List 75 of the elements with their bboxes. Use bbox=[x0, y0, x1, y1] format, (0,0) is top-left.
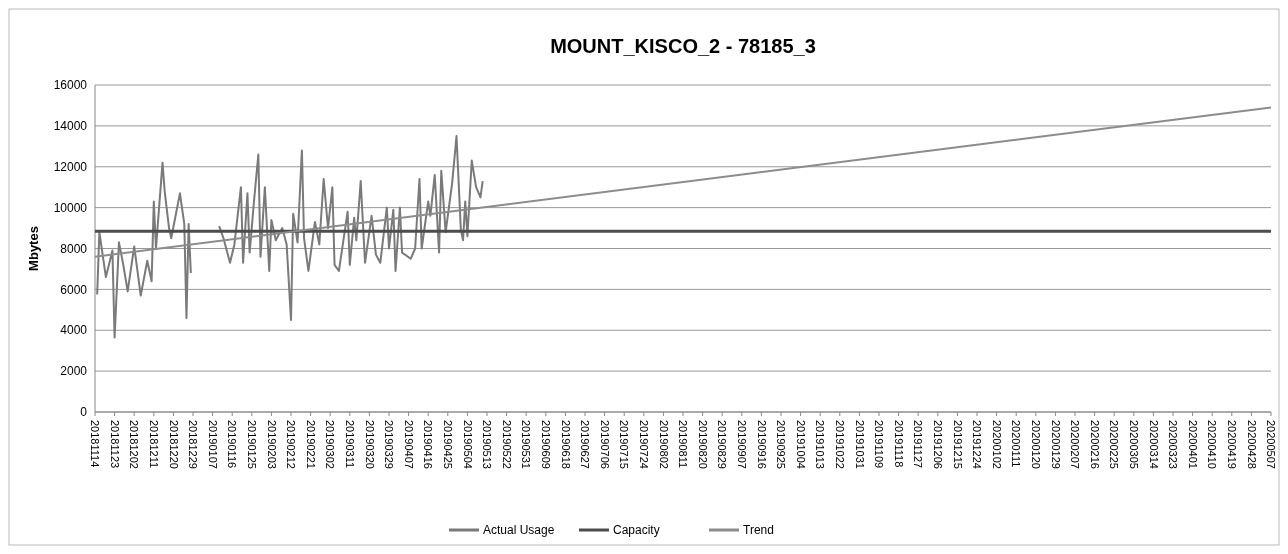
y-tick-label: 8000 bbox=[60, 241, 88, 256]
x-tick-label: 20181202 bbox=[128, 420, 141, 469]
x-tick-label: 20190802 bbox=[657, 420, 670, 469]
x-tick-label: 20191224 bbox=[971, 420, 984, 469]
x-tick-label: 20191031 bbox=[853, 420, 866, 469]
x-tick-label: 20190425 bbox=[441, 420, 454, 469]
x-tick-label: 20191022 bbox=[833, 420, 846, 469]
x-tick-label: 20200507 bbox=[1265, 420, 1278, 469]
x-tick-label: 20200428 bbox=[1245, 420, 1258, 469]
x-tick-label: 20190811 bbox=[677, 420, 690, 469]
x-tick-label: 20200314 bbox=[1147, 420, 1160, 469]
y-tick-label: 6000 bbox=[60, 282, 88, 297]
x-tick-label: 20200129 bbox=[1049, 420, 1062, 469]
x-tick-label: 20190925 bbox=[775, 420, 788, 469]
x-tick-label: 20191215 bbox=[951, 420, 964, 469]
x-tick-label: 20190627 bbox=[579, 420, 592, 469]
y-tick-label: 0 bbox=[80, 405, 88, 420]
x-tick-label: 20190125 bbox=[245, 420, 258, 469]
x-tick-label: 20200305 bbox=[1127, 420, 1140, 469]
x-tick-label: 20190416 bbox=[422, 420, 435, 469]
x-tick-label: 20191206 bbox=[931, 420, 944, 469]
x-tick-label: 20191118 bbox=[892, 420, 905, 468]
x-tick-label: 20200111 bbox=[1010, 420, 1023, 468]
legend-label: Actual Usage bbox=[483, 523, 555, 538]
x-tick-label: 20191013 bbox=[814, 420, 827, 469]
x-tick-label: 20181211 bbox=[147, 420, 160, 469]
x-tick-label: 20190203 bbox=[265, 420, 278, 469]
y-tick-label: 16000 bbox=[53, 78, 88, 93]
x-tick-label: 20200207 bbox=[1069, 420, 1082, 469]
x-tick-label: 20190724 bbox=[637, 420, 650, 469]
x-tick-label: 20191109 bbox=[873, 420, 886, 469]
legend-label: Capacity bbox=[613, 523, 660, 538]
x-tick-label: 20190311 bbox=[343, 420, 356, 469]
x-tick-label: 20190302 bbox=[324, 420, 337, 469]
x-tick-label: 20190531 bbox=[520, 420, 533, 469]
x-tick-label: 20190820 bbox=[696, 420, 709, 469]
y-tick-label: 10000 bbox=[53, 200, 88, 215]
x-tick-label: 20190407 bbox=[402, 420, 415, 469]
x-tick-label: 20190829 bbox=[716, 420, 729, 469]
x-tick-label: 20190320 bbox=[363, 420, 376, 469]
x-tick-label: 20190609 bbox=[539, 420, 552, 469]
x-tick-label: 20200401 bbox=[1186, 420, 1199, 469]
x-tick-label: 20190706 bbox=[598, 420, 611, 469]
x-tick-label: 20181220 bbox=[167, 420, 180, 469]
x-tick-label: 20190212 bbox=[285, 420, 298, 469]
x-tick-label: 20190916 bbox=[755, 420, 768, 469]
x-tick-label: 20200419 bbox=[1225, 420, 1238, 469]
chart-title: MOUNT_KISCO_2 - 78185_3 bbox=[550, 35, 816, 57]
x-tick-label: 20191127 bbox=[912, 420, 925, 469]
x-tick-label: 20200225 bbox=[1108, 420, 1121, 469]
y-tick-label: 2000 bbox=[60, 364, 88, 379]
y-tick-label: 14000 bbox=[53, 119, 88, 134]
y-tick-label: 12000 bbox=[53, 159, 88, 174]
x-tick-label: 20190107 bbox=[206, 420, 219, 469]
x-tick-label: 20200323 bbox=[1167, 420, 1180, 469]
x-tick-label: 20181229 bbox=[187, 420, 200, 469]
x-tick-label: 20190907 bbox=[735, 420, 748, 469]
x-tick-label: 20181114 bbox=[89, 420, 102, 468]
y-axis-title: Mbytes bbox=[26, 226, 41, 271]
x-tick-label: 20190715 bbox=[618, 420, 631, 469]
x-tick-label: 20200216 bbox=[1088, 420, 1101, 469]
x-tick-label: 20200120 bbox=[1029, 420, 1042, 469]
x-tick-label: 20190221 bbox=[304, 420, 317, 469]
x-tick-label: 20190513 bbox=[481, 420, 494, 469]
x-tick-label: 20181123 bbox=[108, 420, 121, 469]
legend-label: Trend bbox=[743, 523, 774, 538]
x-tick-label: 20190618 bbox=[559, 420, 572, 469]
y-tick-label: 4000 bbox=[60, 323, 88, 338]
x-tick-label: 20191004 bbox=[794, 420, 807, 469]
x-tick-label: 20190116 bbox=[226, 420, 239, 469]
x-tick-label: 20200102 bbox=[990, 420, 1003, 469]
x-tick-label: 20190522 bbox=[500, 420, 513, 469]
x-tick-label: 20200410 bbox=[1206, 420, 1219, 469]
x-tick-label: 20190504 bbox=[461, 420, 474, 469]
x-tick-label: 20190329 bbox=[383, 420, 396, 469]
